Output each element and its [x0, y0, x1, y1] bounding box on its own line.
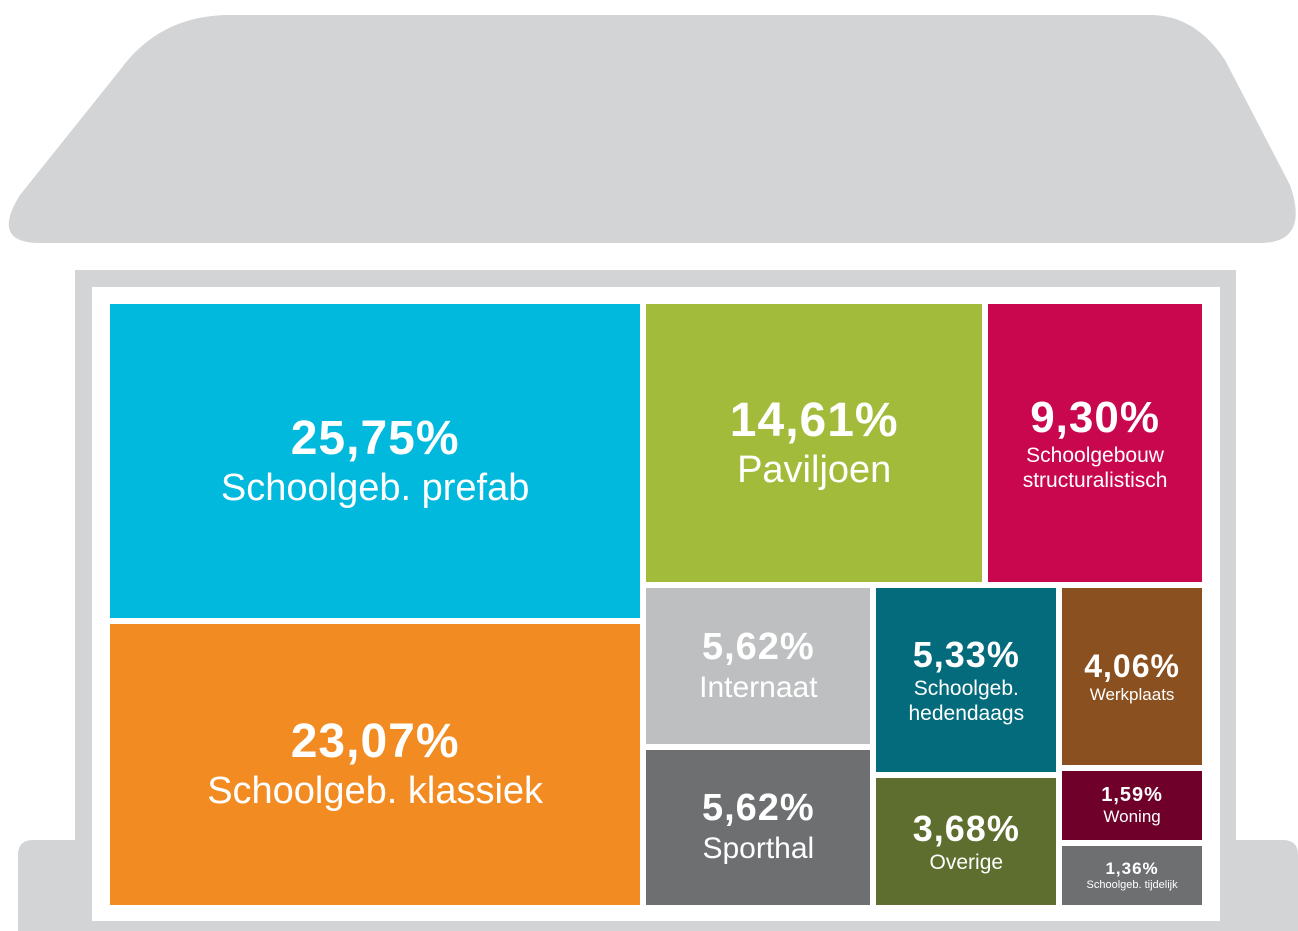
category-label: Woning	[1103, 806, 1161, 826]
category-label: Sporthal	[702, 832, 815, 866]
tile: 5,62% Internaat	[646, 588, 871, 744]
roof	[8, 15, 1296, 243]
value-label: 5,33%	[912, 634, 1020, 676]
value-label: 5,62%	[701, 787, 815, 830]
value-label: 25,75%	[290, 411, 460, 465]
tile: 1,36% Schoolgeb. tijdelijk	[1062, 845, 1202, 905]
value-label: 9,30%	[1030, 392, 1160, 442]
tile: 4,06% Werkplaats	[1062, 588, 1202, 765]
category-label: Paviljoen	[737, 448, 892, 491]
category-label: Schoolgeb. tijdelijk	[1086, 878, 1178, 891]
tile: 25,75% Schoolgeb. prefab	[110, 304, 641, 618]
value-label: 4,06%	[1084, 647, 1180, 684]
category-label: Werkplaats	[1089, 684, 1175, 704]
value-label: 5,62%	[701, 625, 815, 668]
value-label: 1,36%	[1105, 859, 1159, 879]
tile: 9,30% Schoolgebouw structuralistisch	[988, 304, 1202, 583]
category-label: Internaat	[699, 670, 818, 704]
value-label: 23,07%	[290, 715, 460, 769]
value-label: 3,68%	[912, 808, 1020, 850]
category-label: Schoolgebouw structuralistisch	[1022, 444, 1168, 493]
tile: 1,59% Woning	[1062, 770, 1202, 840]
tile: 5,62% Sporthal	[646, 749, 871, 905]
value-label: 1,59%	[1101, 783, 1163, 806]
tile: 14,61% Paviljoen	[646, 304, 983, 583]
category-label: Overige	[929, 850, 1004, 874]
tile: 5,33% Schoolgeb. hedendaags	[876, 588, 1057, 772]
tile: 3,68% Overige	[876, 777, 1057, 905]
category-label: Schoolgeb. prefab	[220, 466, 530, 509]
category-label: Schoolgeb. hedendaags	[908, 676, 1025, 725]
value-label: 14,61%	[729, 393, 899, 447]
tile: 23,07% Schoolgeb. klassiek	[110, 623, 641, 905]
category-label: Schoolgeb. klassiek	[207, 770, 544, 813]
